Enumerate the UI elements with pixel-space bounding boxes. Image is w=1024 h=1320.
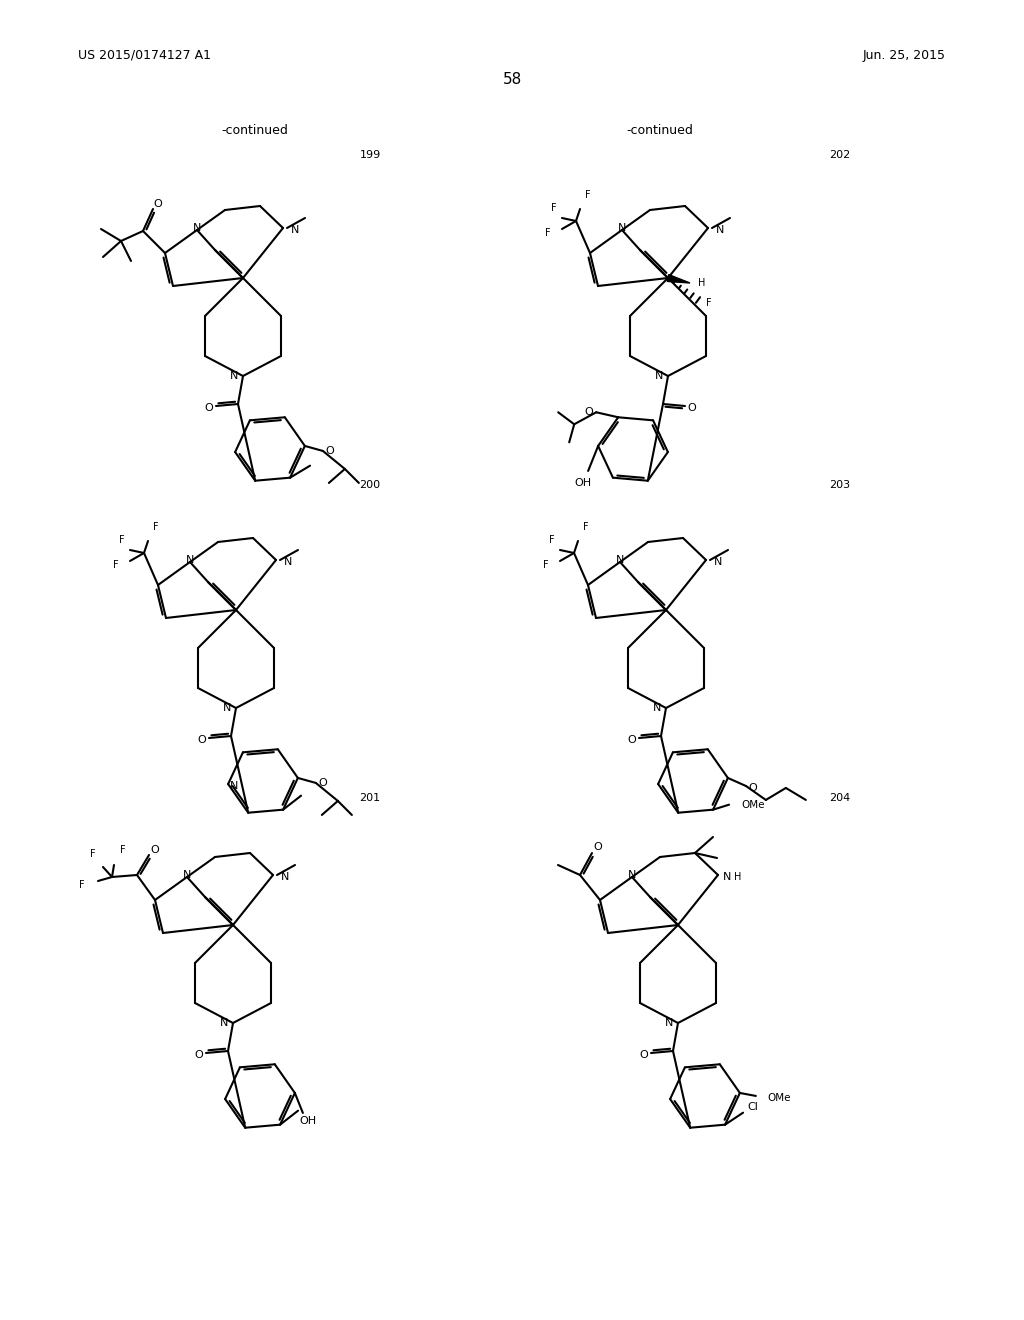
Text: F: F (120, 845, 126, 855)
Text: F: F (551, 203, 557, 213)
Text: N: N (281, 873, 290, 882)
Text: F: F (79, 880, 85, 890)
Text: F: F (549, 535, 555, 545)
Text: 58: 58 (503, 73, 521, 87)
Text: N: N (223, 704, 231, 713)
Text: N: N (291, 224, 299, 235)
Text: N: N (665, 1018, 673, 1028)
Text: H: H (734, 873, 741, 882)
Text: O: O (318, 777, 328, 788)
Text: O: O (195, 1049, 204, 1060)
Text: OMe: OMe (741, 800, 765, 809)
Text: 199: 199 (359, 150, 381, 160)
Text: N: N (654, 371, 664, 381)
Text: N: N (628, 870, 636, 880)
Text: 204: 204 (829, 793, 851, 803)
Text: OMe: OMe (768, 1093, 792, 1104)
Text: F: F (585, 190, 591, 201)
Text: O: O (688, 403, 696, 413)
Text: N: N (229, 371, 239, 381)
Text: 201: 201 (359, 793, 381, 803)
Text: N: N (220, 1018, 228, 1028)
Text: O: O (749, 783, 757, 793)
Text: N: N (716, 224, 724, 235)
Text: N: N (185, 554, 195, 565)
Text: OH: OH (299, 1115, 316, 1126)
Text: N: N (714, 557, 722, 568)
Text: F: F (545, 228, 551, 238)
Text: N: N (723, 873, 731, 882)
Text: OH: OH (574, 478, 592, 488)
Text: F: F (114, 560, 119, 570)
Text: N: N (653, 704, 662, 713)
Text: US 2015/0174127 A1: US 2015/0174127 A1 (78, 49, 211, 62)
Text: 203: 203 (829, 480, 851, 490)
Text: O: O (585, 408, 594, 417)
Text: F: F (154, 521, 159, 532)
Text: O: O (628, 735, 636, 744)
Text: N: N (284, 557, 293, 568)
Text: N: N (230, 781, 239, 791)
Text: Jun. 25, 2015: Jun. 25, 2015 (863, 49, 946, 62)
Text: O: O (205, 403, 213, 413)
Text: Cl: Cl (748, 1102, 759, 1111)
Text: O: O (326, 446, 334, 455)
Text: N: N (617, 223, 627, 234)
Text: F: F (584, 521, 589, 532)
Polygon shape (668, 275, 690, 282)
Text: H: H (698, 279, 706, 288)
Text: 202: 202 (829, 150, 851, 160)
Text: -continued: -continued (627, 124, 693, 136)
Text: F: F (90, 849, 96, 859)
Text: -continued: -continued (221, 124, 289, 136)
Text: 200: 200 (359, 480, 381, 490)
Text: N: N (193, 223, 201, 234)
Text: N: N (183, 870, 191, 880)
Text: F: F (706, 298, 712, 308)
Text: O: O (154, 199, 163, 209)
Text: O: O (151, 845, 160, 855)
Text: O: O (198, 735, 207, 744)
Text: O: O (594, 842, 602, 851)
Text: N: N (615, 554, 625, 565)
Text: O: O (640, 1049, 648, 1060)
Text: F: F (543, 560, 549, 570)
Text: F: F (119, 535, 125, 545)
